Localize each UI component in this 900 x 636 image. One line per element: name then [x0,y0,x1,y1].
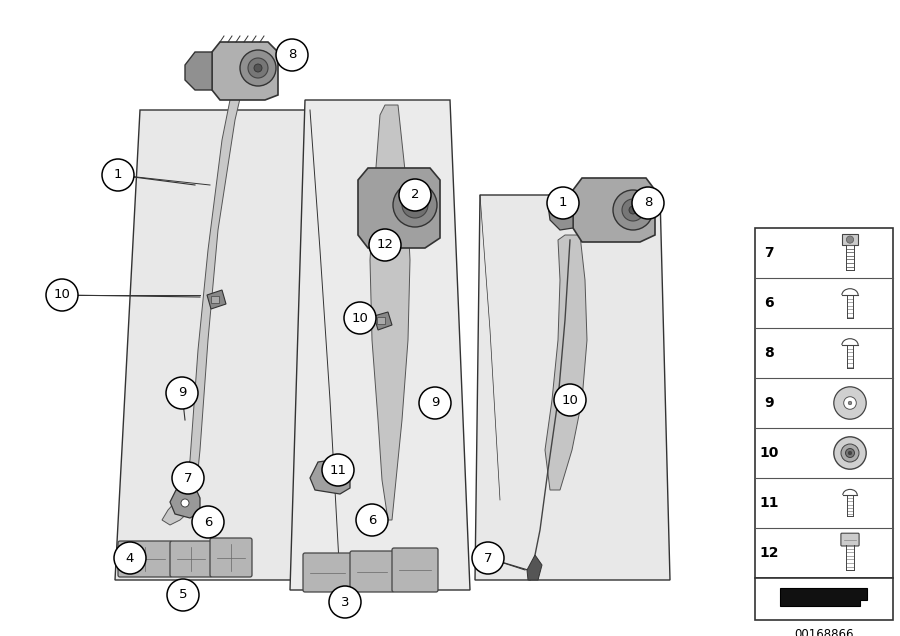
Bar [377,317,385,324]
FancyBboxPatch shape [303,553,352,592]
Bar [755,578,893,620]
Polygon shape [573,178,655,242]
Text: 00168866: 00168866 [794,628,854,636]
FancyBboxPatch shape [170,541,212,577]
Circle shape [629,206,637,214]
Text: 10: 10 [562,394,579,406]
Text: 10: 10 [54,289,70,301]
FancyBboxPatch shape [841,533,859,546]
Polygon shape [374,312,392,330]
Circle shape [547,187,579,219]
Circle shape [172,462,204,494]
Text: 11: 11 [329,464,346,476]
Text: 10: 10 [760,446,778,460]
Circle shape [329,586,361,618]
Text: 12: 12 [376,238,393,251]
Circle shape [102,159,134,191]
Text: 9: 9 [178,387,186,399]
Circle shape [167,579,199,611]
Circle shape [554,384,586,416]
Text: 1: 1 [113,169,122,181]
Circle shape [843,397,856,410]
Circle shape [181,499,189,507]
Circle shape [472,542,504,574]
FancyBboxPatch shape [210,538,252,577]
Text: 10: 10 [352,312,368,324]
FancyBboxPatch shape [350,551,394,592]
Circle shape [248,58,268,78]
Circle shape [393,183,437,227]
Circle shape [845,448,854,457]
Circle shape [192,506,224,538]
Polygon shape [560,394,578,412]
FancyBboxPatch shape [118,541,172,577]
Polygon shape [780,588,867,606]
Text: 8: 8 [288,48,296,62]
Polygon shape [545,235,587,490]
Circle shape [276,39,308,71]
Circle shape [240,50,276,86]
Text: 9: 9 [431,396,439,410]
Circle shape [848,451,851,455]
Circle shape [613,190,653,230]
Text: 7: 7 [184,471,193,485]
Polygon shape [212,42,278,100]
Circle shape [114,542,146,574]
Circle shape [841,444,859,462]
Text: 6: 6 [368,513,376,527]
Circle shape [46,279,78,311]
Circle shape [410,200,420,210]
Circle shape [254,64,262,72]
Circle shape [369,229,401,261]
Circle shape [419,387,451,419]
Text: 11: 11 [760,496,778,510]
Polygon shape [170,487,200,518]
Circle shape [848,401,851,404]
FancyBboxPatch shape [392,548,438,592]
FancyBboxPatch shape [842,234,858,245]
Circle shape [402,192,428,218]
Circle shape [833,387,866,419]
Text: 4: 4 [126,551,134,565]
Circle shape [356,504,388,536]
Circle shape [833,437,866,469]
Text: 9: 9 [764,396,774,410]
Text: 2: 2 [410,188,419,202]
Polygon shape [370,105,410,520]
Text: 7: 7 [484,551,492,565]
Circle shape [622,199,644,221]
Polygon shape [207,290,226,309]
Circle shape [399,179,431,211]
Bar [755,228,893,578]
Circle shape [322,454,354,486]
Polygon shape [548,190,573,230]
Text: 6: 6 [764,296,774,310]
Circle shape [166,377,198,409]
Text: 1: 1 [559,197,567,209]
Polygon shape [115,110,340,580]
Text: 3: 3 [341,595,349,609]
Text: 8: 8 [644,197,652,209]
Circle shape [632,187,664,219]
Polygon shape [162,65,255,525]
Polygon shape [527,555,542,580]
Circle shape [846,236,853,243]
Text: 8: 8 [764,346,774,360]
Polygon shape [310,458,350,494]
Text: 7: 7 [764,246,774,260]
Polygon shape [185,52,212,90]
Polygon shape [290,100,470,590]
Bar [211,296,219,303]
Text: 12: 12 [760,546,778,560]
Polygon shape [475,195,670,580]
Circle shape [344,302,376,334]
Text: 6: 6 [203,516,212,529]
Polygon shape [358,168,440,248]
Text: 5: 5 [179,588,187,602]
